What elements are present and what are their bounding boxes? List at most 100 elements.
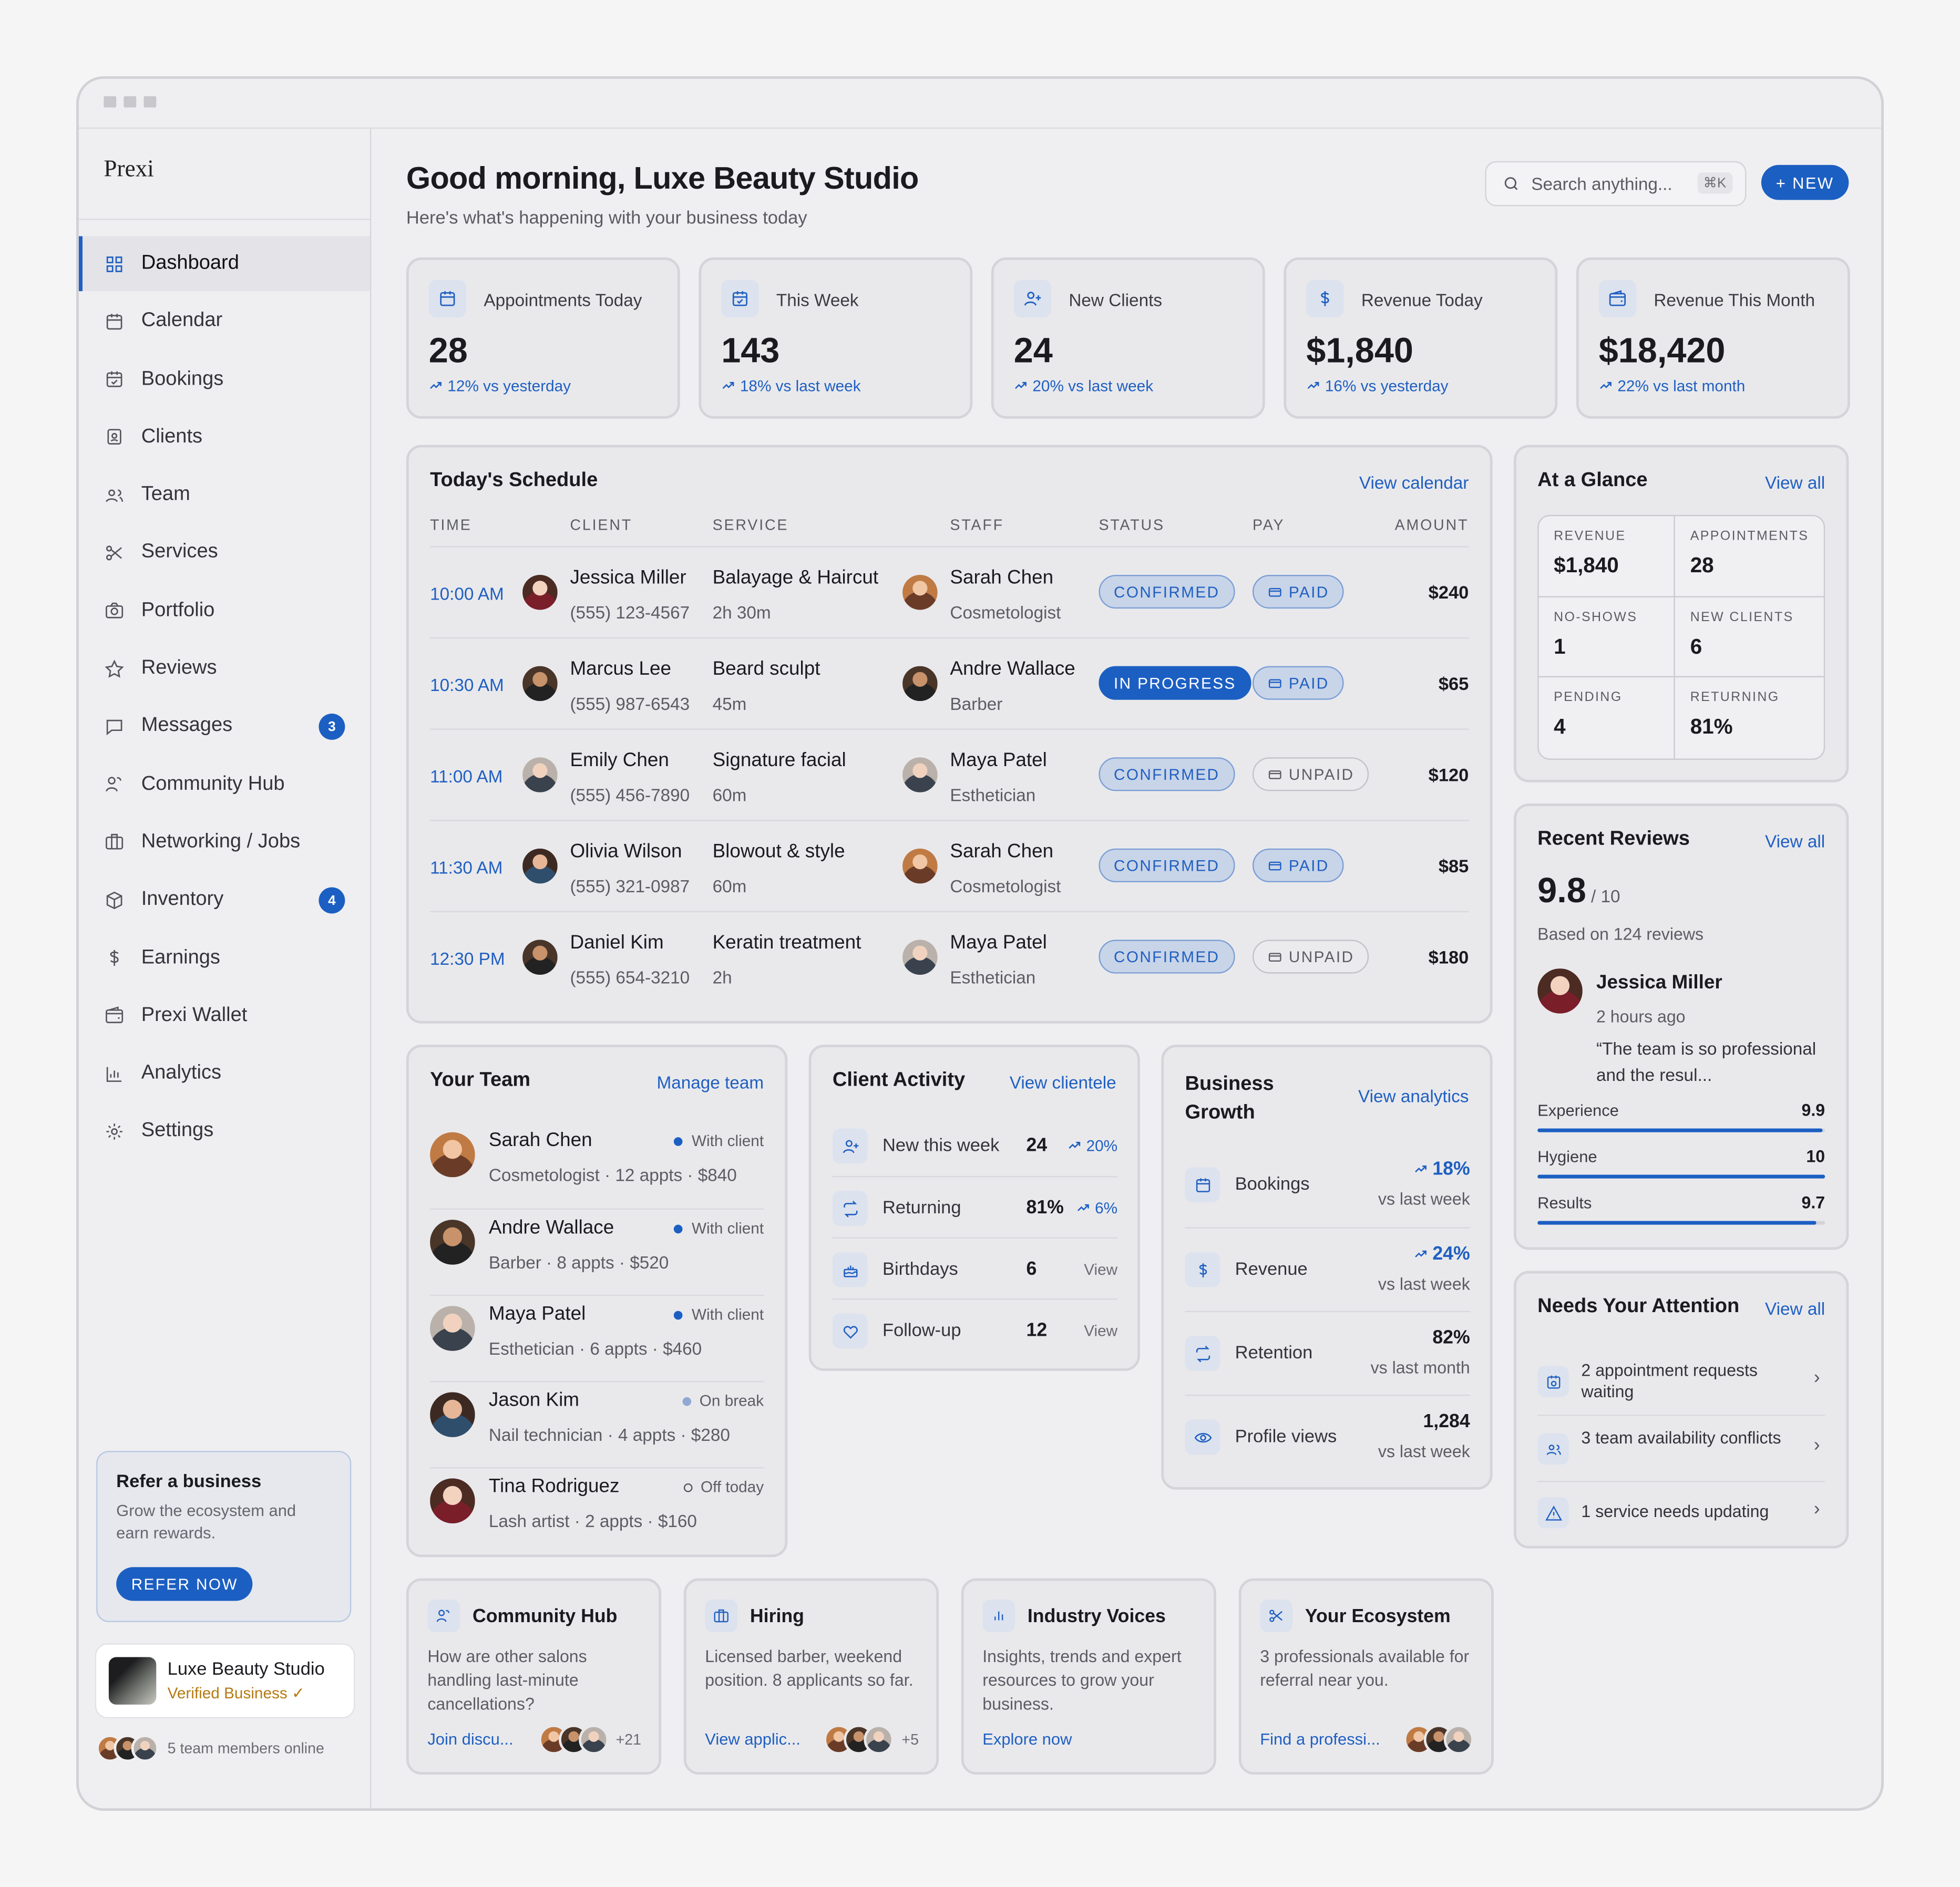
avatar — [430, 1306, 475, 1351]
sidebar-item-messages[interactable]: Messages 3 — [79, 699, 370, 754]
window-controls[interactable] — [104, 96, 157, 108]
sidebar-item-calendar[interactable]: Calendar — [79, 294, 370, 349]
activity-label: Birthdays — [882, 1260, 958, 1280]
stat-trend-text: 12% vs yesterday — [447, 377, 571, 395]
activity-view-link[interactable]: View — [1084, 1322, 1117, 1339]
attention-item[interactable]: 1 service needs updating › — [1537, 1481, 1825, 1538]
growth-item-profile-views: Profile views 1,284 vs last week — [1185, 1395, 1470, 1478]
stat-card-revenue-this-month[interactable]: Revenue This Month $18,420 22% vs last mon… — [1576, 257, 1850, 419]
team-title: Your Team — [430, 1069, 531, 1091]
app-logo[interactable]: Prexi — [104, 156, 154, 183]
pay-status: PAID — [1288, 583, 1329, 601]
sidebar-item-earnings[interactable]: Earnings — [79, 931, 370, 986]
col-staff: STAFF — [950, 516, 1004, 534]
team-member[interactable]: Jason Kim Nail technician · 4 appts · $28… — [430, 1380, 764, 1467]
stat-trend-text: 20% vs last week — [1032, 377, 1154, 395]
appointment-amount: $120 — [1428, 766, 1469, 786]
stat-card-new-clients[interactable]: New Clients 24 20% vs last week — [991, 257, 1265, 419]
member-name: Maya Patel — [488, 1303, 586, 1325]
bottom-card-link[interactable]: View applic... — [705, 1729, 801, 1749]
bottom-card-text: 3 professionals available for referral n… — [1260, 1647, 1470, 1690]
review-score-value: 9.8 — [1537, 871, 1586, 910]
team-member[interactable]: Maya Patel Esthetician · 6 appts · $460 Wi… — [430, 1294, 764, 1381]
sidebar-item-settings[interactable]: Settings — [79, 1104, 370, 1159]
new-button[interactable]: + NEW — [1761, 164, 1849, 200]
growth-icon-wrap — [1185, 1419, 1220, 1455]
sidebar-item-services[interactable]: Services — [79, 525, 370, 581]
sidebar-item-team[interactable]: Team — [79, 468, 370, 523]
sidebar-item-networking-jobs[interactable]: Networking / Jobs — [79, 815, 370, 870]
pay-badge: PAID — [1252, 848, 1345, 883]
sidebar-item-dashboard[interactable]: Dashboard — [78, 236, 370, 292]
client-name[interactable]: Emily Chen — [570, 749, 669, 771]
bottom-card-hiring[interactable]: Hiring Licensed barber, weekend position.… — [683, 1578, 939, 1775]
sidebar-item-community-hub[interactable]: Community Hub — [79, 757, 370, 812]
growth-period: vs last month — [1370, 1358, 1470, 1377]
refer-now-button[interactable]: REFER NOW — [116, 1567, 253, 1601]
activity-view-link[interactable]: View — [1084, 1261, 1117, 1278]
table-row[interactable]: 11:00 AM Emily Chen (555) 456-7890 Signatur… — [430, 728, 1469, 820]
sidebar-item-bookings[interactable]: Bookings — [79, 352, 370, 407]
table-row[interactable]: 11:30 AM Olivia Wilson (555) 321-0987 Blowo… — [430, 820, 1469, 911]
table-row[interactable]: 10:00 AM Jessica Miller (555) 123-4567 Bala… — [430, 546, 1469, 637]
manage-team-link[interactable]: Manage team — [656, 1072, 764, 1092]
bottom-card-industry-voices[interactable]: Industry Voices Insights, trends and expe… — [961, 1578, 1216, 1775]
client-name[interactable]: Marcus Lee — [570, 658, 672, 680]
glance-view-all-link[interactable]: View all — [1765, 472, 1825, 493]
sidebar-item-analytics[interactable]: Analytics — [79, 1046, 370, 1101]
view-analytics-link[interactable]: View analytics — [1358, 1086, 1469, 1106]
attention-view-all-link[interactable]: View all — [1765, 1298, 1825, 1319]
your-team-card: Your Team Manage team Sarah Chen Cosmetol… — [406, 1045, 788, 1558]
needs-attention-card: Needs Your Attention View all 2 appointm… — [1514, 1271, 1849, 1549]
glance-value: 4 — [1554, 715, 1566, 739]
stat-card-this-week[interactable]: This Week 143 18% vs last week — [699, 257, 973, 419]
search-input[interactable]: Search anything... ⌘K — [1485, 161, 1747, 207]
reviews-view-all-link[interactable]: View all — [1765, 831, 1825, 851]
team-member[interactable]: Tina Rodriguez Lash artist · 2 appts · $1… — [430, 1467, 764, 1553]
sidebar-item-reviews[interactable]: Reviews — [79, 641, 370, 696]
activity-item-birthdays[interactable]: Birthdays 6 View — [832, 1237, 1118, 1298]
bottom-card-link[interactable]: Explore now — [982, 1729, 1072, 1749]
card-icon — [1268, 587, 1281, 596]
sidebar-item-inventory[interactable]: Inventory 4 — [79, 873, 370, 928]
view-calendar-link[interactable]: View calendar — [1359, 472, 1469, 493]
bottom-card-link[interactable]: Join discu... — [427, 1729, 514, 1749]
col-status: STATUS — [1099, 516, 1165, 534]
stat-trend-text: 18% vs last week — [740, 377, 861, 395]
attention-item[interactable]: 2 appointment requests waiting › — [1537, 1348, 1825, 1415]
trend-up-icon — [722, 381, 734, 389]
rating-value: 10 — [1806, 1147, 1825, 1166]
rating-fill — [1537, 1128, 1822, 1132]
sidebar-item-prexi-wallet[interactable]: Prexi Wallet — [79, 988, 370, 1044]
sidebar-item-label: Earnings — [141, 946, 220, 968]
client-avatar — [522, 666, 558, 702]
rating-track — [1537, 1221, 1825, 1225]
bottom-card-link[interactable]: Find a professi... — [1260, 1729, 1380, 1749]
client-name[interactable]: Jessica Miller — [570, 567, 686, 589]
client-name[interactable]: Olivia Wilson — [570, 841, 682, 862]
client-name[interactable]: Daniel Kim — [570, 932, 664, 954]
table-row[interactable]: 12:30 PM Daniel Kim (555) 654-3210 Keratin … — [430, 911, 1469, 1003]
review-quote[interactable]: “The team is so professional and the res… — [1596, 1038, 1817, 1085]
sidebar-item-clients[interactable]: Clients — [79, 410, 370, 465]
stat-card-appointments-today[interactable]: Appointments Today 28 12% vs yesterday — [406, 257, 680, 419]
bottom-card-your-ecosystem[interactable]: Your Ecosystem 3 professionals available … — [1238, 1578, 1494, 1775]
stat-card-revenue-today[interactable]: Revenue Today $1,840 16% vs yesterday — [1284, 257, 1558, 419]
table-row[interactable]: 10:30 AM Marcus Lee (555) 987-6543 Beard sc… — [430, 637, 1469, 729]
view-clientele-link[interactable]: View clientele — [1009, 1072, 1116, 1092]
stat-value: 28 — [428, 331, 468, 370]
activity-item-follow-up[interactable]: Follow-up 12 View — [832, 1298, 1118, 1360]
calendar-check-icon — [732, 291, 747, 306]
bottom-card-community-hub[interactable]: Community Hub How are other salons handli… — [406, 1578, 662, 1775]
team-member[interactable]: Andre Wallace Barber · 8 appts · $520 With… — [430, 1208, 764, 1295]
calendar-icon — [1195, 1178, 1209, 1192]
card-icon — [1268, 952, 1281, 961]
sidebar-item-portfolio[interactable]: Portfolio — [79, 583, 370, 638]
trend-up-icon — [1307, 381, 1319, 389]
pay-status: UNPAID — [1288, 765, 1354, 783]
member-info: Nail technician · 4 appts · $280 — [488, 1425, 730, 1445]
team-member[interactable]: Sarah Chen Cosmetologist · 12 appts · $84… — [430, 1122, 764, 1209]
staff-name: Maya Patel — [950, 749, 1047, 771]
attention-item[interactable]: 3 team availability conflicts › — [1537, 1415, 1825, 1481]
business-profile-card[interactable]: Luxe Beauty Studio Verified Business ✓ — [95, 1643, 355, 1719]
